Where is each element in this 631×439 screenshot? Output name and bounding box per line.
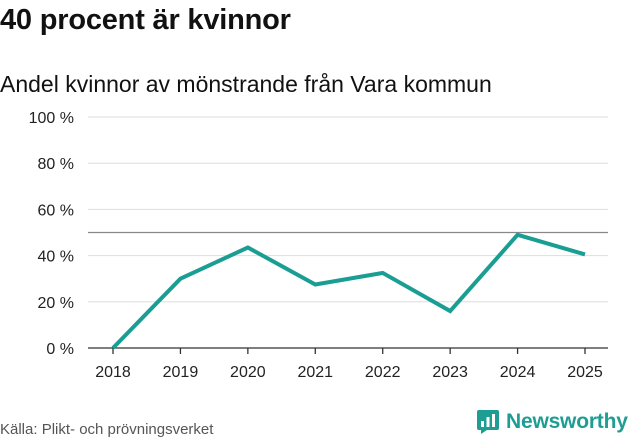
line-chart: 0 % 20 % 40 % 60 % 80 % 100 % 2018 2019 2020 2021… bbox=[29, 110, 608, 381]
chart-title: 40 procent är kvinnor bbox=[0, 4, 291, 36]
y-tick-label: 100 % bbox=[29, 110, 74, 127]
source-note: Källa: Plikt- och prövningsverket bbox=[0, 421, 214, 438]
x-tick-label: 2025 bbox=[567, 364, 603, 381]
chart-subtitle: Andel kvinnor av mönstrande från Vara ko… bbox=[0, 71, 492, 97]
x-tick-label: 2022 bbox=[365, 364, 401, 381]
x-tick-label: 2018 bbox=[95, 364, 131, 381]
x-tick-label: 2020 bbox=[230, 364, 266, 381]
x-tick-label: 2023 bbox=[432, 364, 468, 381]
brand-logo: Newsworthy bbox=[476, 408, 628, 436]
y-tick-label: 40 % bbox=[38, 249, 74, 266]
y-tick-label: 0 % bbox=[46, 341, 74, 358]
newsworthy-logo-icon bbox=[477, 410, 499, 434]
brand-name: Newsworthy bbox=[506, 410, 628, 433]
x-tick-label: 2019 bbox=[163, 364, 199, 381]
y-tick-label: 60 % bbox=[38, 202, 74, 219]
x-tick-label: 2024 bbox=[500, 364, 536, 381]
x-tick-label: 2021 bbox=[297, 364, 333, 381]
y-tick-label: 20 % bbox=[38, 295, 74, 312]
series-line bbox=[111, 232, 586, 350]
y-tick-label: 80 % bbox=[38, 156, 74, 173]
